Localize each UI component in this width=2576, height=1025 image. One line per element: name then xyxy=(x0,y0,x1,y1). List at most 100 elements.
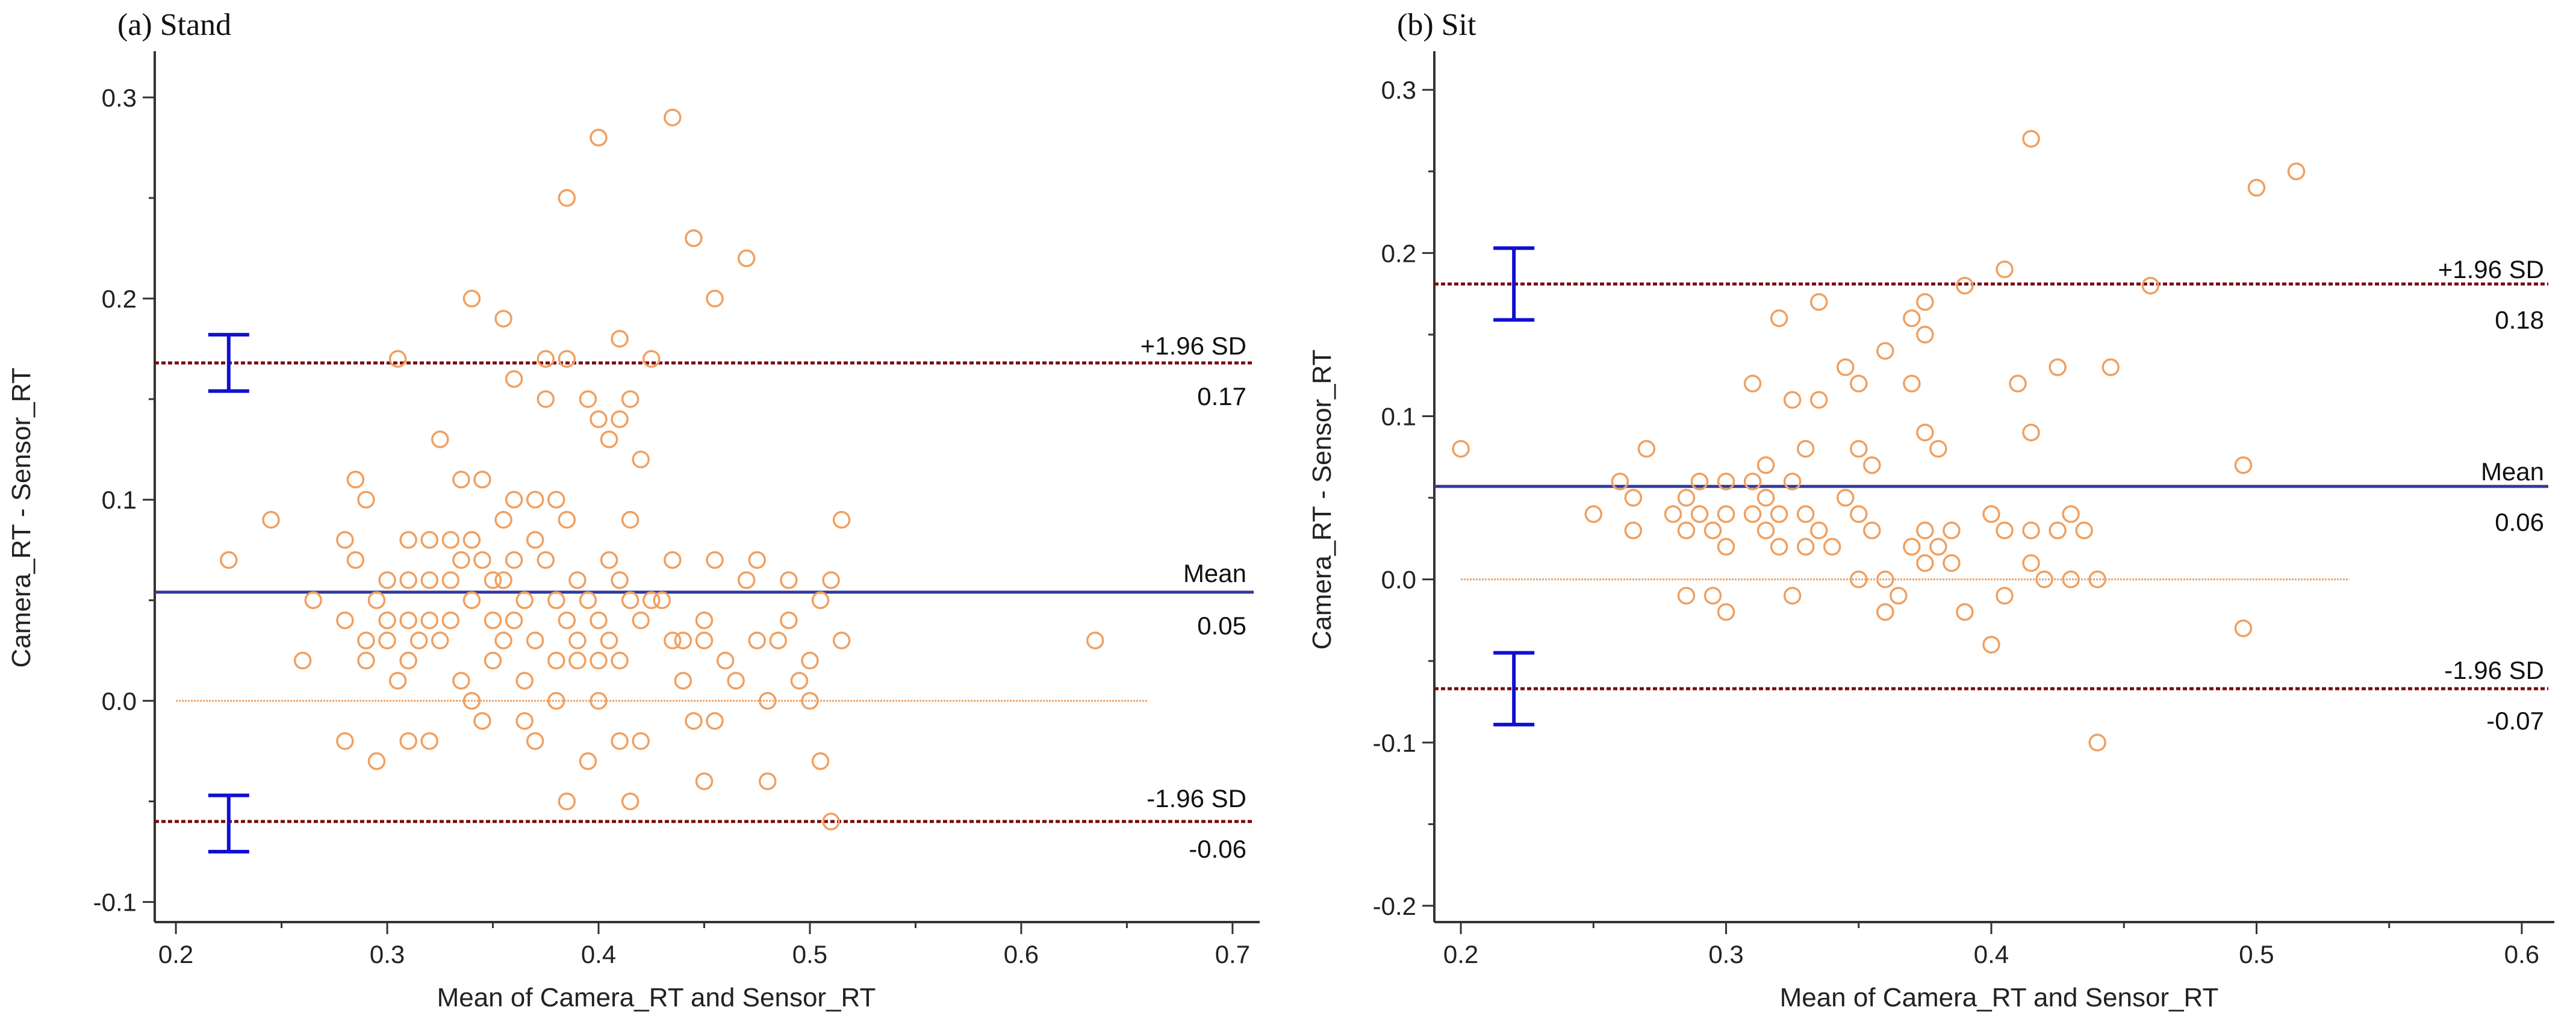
data-point xyxy=(505,551,523,569)
data-point xyxy=(1890,586,1908,605)
data-point xyxy=(1809,293,1828,311)
data-point xyxy=(1677,521,1696,540)
data-point xyxy=(2022,521,2040,540)
x-axis-label: Mean of Camera_RT and Sensor_RT xyxy=(437,983,876,1012)
data-point xyxy=(367,752,386,770)
data-point xyxy=(2088,570,2106,589)
data-point xyxy=(526,732,544,750)
data-point xyxy=(526,491,544,509)
data-point xyxy=(399,732,417,750)
data-point xyxy=(462,591,481,610)
data-point xyxy=(505,370,523,388)
y-tick-label: 0.3 xyxy=(1381,76,1416,104)
data-point xyxy=(664,631,682,649)
plot-layer xyxy=(1422,51,2554,934)
data-point xyxy=(2075,521,2093,540)
data-point xyxy=(568,651,586,670)
data-point xyxy=(600,430,618,448)
data-point xyxy=(1796,505,1815,523)
data-point xyxy=(220,551,238,569)
data-point xyxy=(452,672,470,690)
data-point xyxy=(2062,570,2080,589)
y-tick-label: 0.0 xyxy=(1381,566,1416,594)
data-point xyxy=(1809,391,1828,409)
data-point xyxy=(1743,472,1762,491)
lower-loa-label: -1.96 SD xyxy=(2444,656,2544,684)
data-point xyxy=(1863,456,1881,474)
data-point xyxy=(558,350,576,368)
y-tick-label: 0.2 xyxy=(1381,239,1416,267)
data-point xyxy=(357,631,375,649)
data-point xyxy=(1850,570,1868,589)
data-point xyxy=(706,551,724,569)
data-point xyxy=(1850,439,1868,458)
x-tick-label: 0.3 xyxy=(1708,940,1743,968)
y-tick-label: 0.0 xyxy=(102,687,137,715)
data-point xyxy=(441,571,460,589)
mean-value: 0.05 xyxy=(1197,612,1246,640)
data-point xyxy=(1916,554,1934,572)
data-point xyxy=(452,551,470,569)
data-point xyxy=(1677,586,1696,605)
data-point xyxy=(1690,472,1709,491)
data-point xyxy=(621,792,639,811)
data-point xyxy=(1982,636,2000,654)
lower-loa-label: -1.96 SD xyxy=(1146,784,1246,813)
mean-label: Mean xyxy=(1183,559,1246,587)
data-point xyxy=(1876,570,1894,589)
data-point xyxy=(1836,358,1855,376)
data-point xyxy=(811,752,830,770)
data-point xyxy=(590,128,608,147)
panel-sit: (b) Sit Mean of Camera_RT and Sensor_RT … xyxy=(1307,8,2554,1012)
data-point xyxy=(790,672,809,690)
data-point xyxy=(399,611,417,630)
data-point xyxy=(1637,439,1656,458)
y-tick-label: -0.1 xyxy=(93,888,137,917)
upper-loa-label: +1.96 SD xyxy=(1140,332,1246,360)
plot-layer xyxy=(143,51,1260,934)
data-point xyxy=(1929,537,1947,556)
data-point xyxy=(611,651,629,670)
data-point xyxy=(2022,554,2040,572)
data-point xyxy=(1916,423,1934,442)
data-point xyxy=(737,249,756,267)
data-point xyxy=(346,551,365,569)
data-point xyxy=(420,732,438,750)
data-point xyxy=(558,189,576,207)
data-point xyxy=(632,611,650,630)
data-point xyxy=(494,510,512,529)
data-point xyxy=(2035,570,2053,589)
data-point xyxy=(1929,439,1947,458)
data-point xyxy=(1809,521,1828,540)
data-point xyxy=(441,531,460,549)
data-point xyxy=(1703,521,1722,540)
upper-loa-value: 0.17 xyxy=(1197,382,1246,410)
data-point xyxy=(748,631,766,649)
data-point xyxy=(611,571,629,589)
data-point xyxy=(537,350,555,368)
data-point xyxy=(1823,537,1841,556)
data-point xyxy=(632,450,650,469)
data-point xyxy=(1743,374,1762,393)
data-point xyxy=(505,611,523,630)
x-tick-label: 0.5 xyxy=(792,940,827,968)
data-point xyxy=(600,551,618,569)
upper-loa-value: 0.18 xyxy=(2495,306,2544,334)
data-point xyxy=(685,712,703,730)
data-point xyxy=(568,571,586,589)
x-tick-label: 0.6 xyxy=(2504,940,2539,968)
data-point xyxy=(431,631,449,649)
data-point xyxy=(1452,439,1470,458)
y-tick-label: 0.1 xyxy=(1381,402,1416,430)
data-point xyxy=(1783,472,1802,491)
lower-loa-value: -0.06 xyxy=(1189,835,1246,863)
data-point xyxy=(1903,537,1921,556)
data-point xyxy=(336,611,354,630)
data-point xyxy=(1770,537,1788,556)
data-point xyxy=(1624,521,1643,540)
data-point xyxy=(1903,309,1921,327)
data-point xyxy=(441,611,460,630)
data-point xyxy=(420,531,438,549)
data-point xyxy=(505,491,523,509)
panel-title: (a) Stand xyxy=(117,8,231,42)
